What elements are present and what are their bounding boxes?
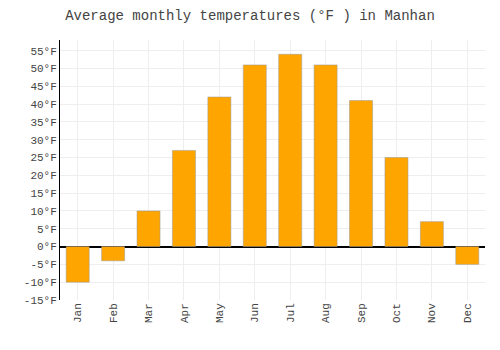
svg-text:55°F: 55°F [30, 46, 56, 58]
svg-text:-5°F: -5°F [30, 259, 56, 271]
svg-text:Dec: Dec [462, 303, 474, 323]
svg-text:10°F: 10°F [30, 206, 56, 218]
svg-text:Mar: Mar [143, 303, 155, 323]
svg-text:0°F: 0°F [37, 241, 57, 253]
svg-text:30°F: 30°F [30, 135, 56, 147]
svg-text:Jul: Jul [285, 303, 297, 323]
svg-text:May: May [214, 303, 226, 323]
svg-text:Apr: Apr [179, 303, 191, 323]
svg-text:5°F: 5°F [37, 224, 57, 236]
svg-text:Jun: Jun [249, 303, 261, 323]
svg-text:20°F: 20°F [30, 170, 56, 182]
svg-text:Feb: Feb [108, 303, 120, 323]
svg-text:Nov: Nov [426, 303, 438, 323]
svg-text:40°F: 40°F [30, 99, 56, 111]
svg-text:45°F: 45°F [30, 81, 56, 93]
svg-text:Aug: Aug [320, 303, 332, 323]
svg-text:50°F: 50°F [30, 63, 56, 75]
svg-text:25°F: 25°F [30, 152, 56, 164]
svg-text:-15°F: -15°F [24, 295, 57, 307]
svg-text:15°F: 15°F [30, 188, 56, 200]
svg-text:35°F: 35°F [30, 117, 56, 129]
svg-text:Jan: Jan [72, 303, 84, 323]
svg-text:Average monthly temperatures (: Average monthly temperatures (°F ) in Ma… [65, 8, 435, 24]
svg-text:-10°F: -10°F [24, 277, 57, 289]
svg-text:Oct: Oct [391, 303, 403, 323]
svg-text:Sep: Sep [356, 303, 368, 323]
